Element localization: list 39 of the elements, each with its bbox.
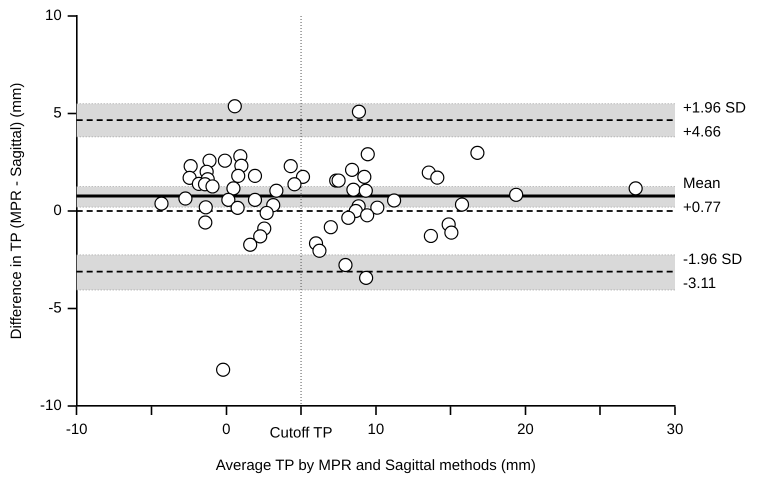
point bbox=[230, 200, 245, 215]
point bbox=[331, 173, 346, 188]
x-tick-label: 0 bbox=[222, 421, 230, 438]
point bbox=[154, 196, 169, 211]
point bbox=[386, 193, 402, 208]
y-tick-label: -10 bbox=[40, 397, 62, 414]
point bbox=[509, 188, 524, 202]
point bbox=[352, 104, 366, 119]
point bbox=[178, 191, 193, 206]
point bbox=[198, 200, 213, 214]
point bbox=[628, 181, 643, 196]
x-tick-label: 10 bbox=[367, 421, 384, 438]
point bbox=[248, 192, 262, 207]
point bbox=[269, 184, 284, 198]
y-tick-label: -5 bbox=[48, 300, 62, 317]
point bbox=[205, 179, 220, 194]
y-tick-label: 0 bbox=[53, 202, 62, 220]
point bbox=[228, 99, 242, 114]
y-tick-label: 5 bbox=[53, 104, 62, 122]
point bbox=[370, 200, 384, 215]
point bbox=[226, 181, 241, 196]
x-axis-title: Average TP by MPR and Sagittal methods (mm) bbox=[216, 457, 536, 474]
ref-line-label: Cutoff TP bbox=[270, 424, 332, 442]
x-tick-label: -10 bbox=[66, 421, 88, 438]
ref-line-label: -1.96 SD -3.11 bbox=[683, 250, 742, 292]
x-tick-label: 20 bbox=[517, 421, 534, 438]
point bbox=[221, 192, 236, 207]
point bbox=[359, 270, 374, 285]
ref-line-label: +1.96 SD +4.66 bbox=[683, 99, 746, 140]
point bbox=[312, 244, 327, 258]
ref-line-label: Mean +0.77 bbox=[683, 175, 721, 216]
point bbox=[346, 182, 361, 197]
point bbox=[454, 197, 470, 212]
y-tick-label: 10 bbox=[44, 7, 62, 24]
x-tick-label: 30 bbox=[666, 421, 684, 438]
point bbox=[287, 177, 302, 192]
y-axis-title: Difference in TP (MPR - Sagittal) (mm) bbox=[8, 82, 26, 340]
point bbox=[358, 184, 373, 198]
point bbox=[338, 258, 353, 272]
